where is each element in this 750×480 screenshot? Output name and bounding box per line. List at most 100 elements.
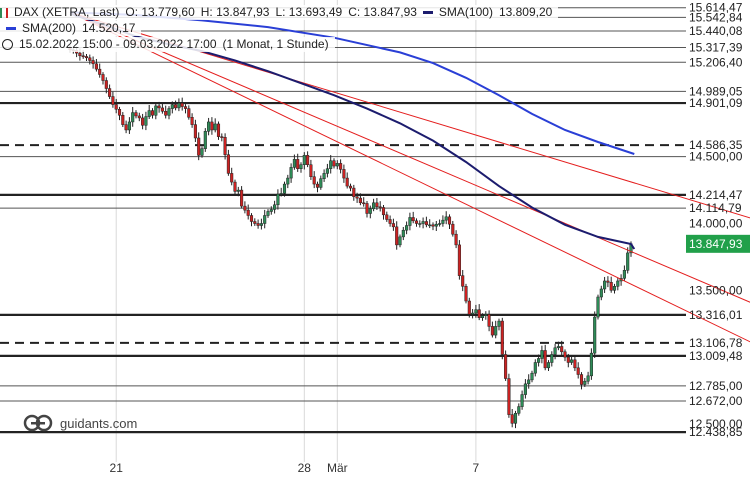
guidants-logo-text: guidants.com [60, 415, 138, 431]
price-axis-label: 13.500,00 [689, 283, 743, 297]
candle-body [246, 209, 250, 216]
candle-body [249, 215, 254, 222]
sma200-line [69, 11, 635, 155]
candle-body [527, 379, 531, 385]
candle-body [504, 354, 508, 379]
candle-body [306, 155, 310, 165]
candle-body [490, 326, 494, 336]
candle-body [177, 102, 181, 109]
candle-body [556, 346, 560, 349]
candle-body [401, 229, 405, 238]
candle-body [365, 203, 369, 214]
candle-body [94, 63, 98, 70]
candle-body [302, 155, 306, 165]
candle-body [111, 96, 115, 105]
candle-body [589, 352, 593, 377]
candle-body [471, 312, 475, 315]
candle-body [286, 177, 290, 185]
candle-body [223, 137, 227, 155]
candle-body [124, 124, 128, 131]
open-value: O: 13.779,60 [125, 5, 195, 19]
candle-body [626, 252, 630, 271]
candle-body [586, 375, 590, 382]
price-axis-label: 12.438,85 [689, 425, 743, 439]
candle-body [385, 214, 389, 220]
candle-body [256, 223, 260, 226]
price-axis-label: 12.500,00 [689, 417, 743, 431]
low-value: L: 13.693,49 [275, 5, 343, 19]
sma200-label: SMA(200) [22, 21, 77, 35]
candle-body [441, 219, 445, 224]
candle-body [391, 223, 395, 228]
candle-body [398, 236, 402, 246]
price-axis-label: 14.500,00 [689, 150, 743, 164]
price-axis-label: 15.206,40 [689, 55, 743, 69]
sma100-value: 13.809,20 [498, 5, 553, 19]
sma100-label: SMA(100) [438, 5, 493, 19]
candle-body [160, 107, 164, 112]
candle-body [141, 117, 145, 126]
candle-body [408, 217, 412, 226]
trendline [69, 11, 750, 303]
candle-body [477, 309, 481, 318]
price-axis-label: 13.316,01 [689, 308, 743, 322]
candle-body [355, 196, 359, 199]
candle-body [335, 163, 339, 167]
candle-body [560, 346, 564, 353]
candle-body [342, 169, 346, 179]
candle-body [388, 219, 392, 224]
candle-body [381, 207, 386, 216]
candle-body [616, 280, 620, 287]
candle-body [622, 270, 626, 279]
candle-body [434, 223, 438, 227]
candle-body [457, 244, 461, 276]
candle-body [117, 108, 122, 116]
candle-body [98, 68, 102, 75]
candle-body [220, 136, 224, 138]
candle-body [461, 275, 465, 287]
candle-body [289, 167, 293, 179]
candle-body [464, 286, 468, 302]
candle-body [606, 280, 610, 283]
x-tick-label: 28 [298, 461, 312, 475]
candle-body [612, 286, 617, 291]
price-axis-label: 14.586,35 [689, 138, 743, 152]
candle-body [362, 202, 366, 205]
header-line-3: 15.02.2022 15:00 - 09.03.2022 17:00 (1 Mo… [0, 37, 335, 52]
candle-body [312, 176, 316, 185]
candle-body [543, 350, 547, 369]
candle-body [596, 296, 600, 318]
candle-body [507, 378, 511, 415]
candle-body [573, 359, 577, 369]
candle-body [226, 154, 230, 174]
candle-body [345, 177, 349, 187]
candle-body [174, 104, 178, 109]
sma100-legend-icon [422, 11, 433, 15]
price-axis-label: 13.106,78 [689, 336, 743, 350]
candle-body [603, 280, 607, 290]
candle-body [546, 362, 551, 369]
candle-body [147, 110, 151, 117]
candle-body [104, 80, 108, 89]
candle-body [276, 193, 280, 206]
candle-body [108, 88, 112, 97]
price-axis-label: 15.317,39 [689, 40, 743, 54]
candle-body [190, 117, 194, 125]
candle-body [563, 351, 567, 358]
candle-body [134, 112, 138, 117]
sma200-legend-icon [6, 27, 16, 31]
candle-body [137, 115, 141, 119]
candle-body [444, 216, 448, 221]
x-tick-label: Mär [327, 461, 348, 475]
candle-body [533, 362, 537, 374]
close-value: C: 13.847,93 [348, 5, 417, 19]
price-axis-label: 14.214,47 [689, 188, 743, 202]
candle-body [339, 163, 343, 170]
candle-body [566, 356, 570, 363]
price-axis-label: 15.440,08 [689, 24, 743, 38]
current-price-label: 13.847,93 [689, 237, 743, 251]
candle-body [540, 350, 544, 359]
candle-body [583, 380, 587, 385]
candle-body [78, 52, 82, 57]
